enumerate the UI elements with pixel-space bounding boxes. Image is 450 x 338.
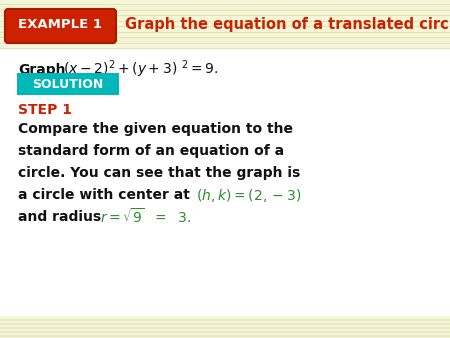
Bar [0,316,450,338]
Text: Graph the equation of a translated circle: Graph the equation of a translated circl… [125,18,450,32]
Text: Compare the given equation to the: Compare the given equation to the [18,122,293,136]
Text: EXAMPLE 1: EXAMPLE 1 [18,19,102,31]
Text: Graph: Graph [18,63,66,77]
Bar [0,48,450,318]
Text: and radius: and radius [18,210,101,224]
Bar [0,0,450,48]
FancyBboxPatch shape [5,9,116,43]
Text: $r = \sqrt{9}\ \ =\ \ 3.$: $r = \sqrt{9}\ \ =\ \ 3.$ [100,208,192,226]
Text: $(x-2)^2 + (y+3)\ ^2 = 9.$: $(x-2)^2 + (y+3)\ ^2 = 9.$ [63,58,219,80]
FancyBboxPatch shape [17,73,119,95]
Text: circle. You can see that the graph is: circle. You can see that the graph is [18,166,300,180]
Text: STEP 1: STEP 1 [18,103,72,117]
Text: a circle with center at: a circle with center at [18,188,190,202]
Text: $(h, k) = (2, -3)$: $(h, k) = (2, -3)$ [196,187,301,203]
Text: SOLUTION: SOLUTION [32,77,104,91]
Text: standard form of an equation of a: standard form of an equation of a [18,144,284,158]
